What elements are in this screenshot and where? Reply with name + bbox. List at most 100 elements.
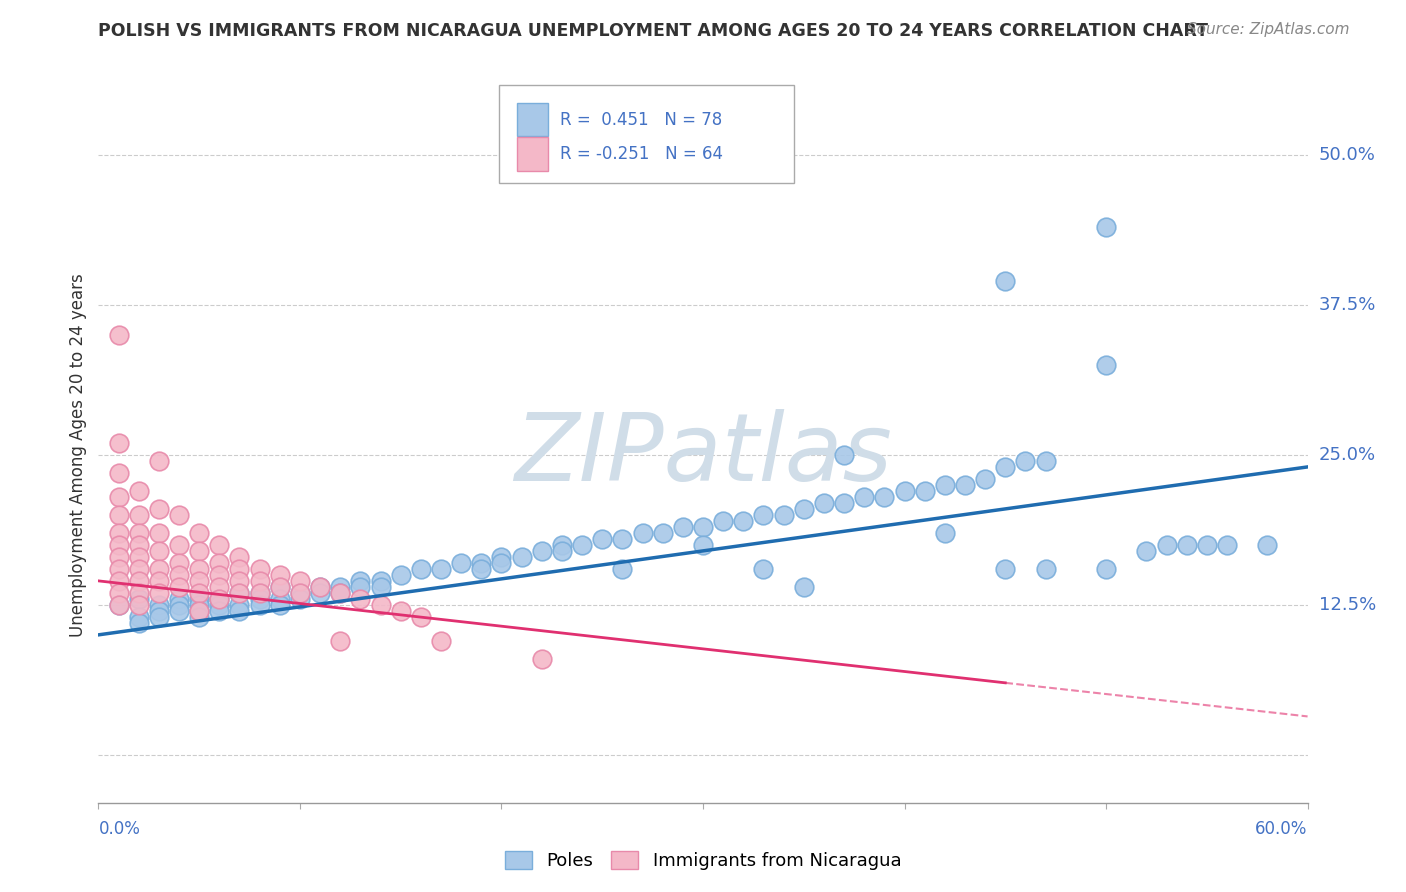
Point bbox=[873, 490, 896, 504]
Point bbox=[167, 598, 190, 612]
Point bbox=[249, 586, 271, 600]
Point bbox=[551, 538, 574, 552]
Point bbox=[249, 598, 271, 612]
Point bbox=[128, 483, 150, 498]
Point bbox=[329, 633, 352, 648]
Point bbox=[208, 591, 231, 606]
Point bbox=[329, 586, 352, 600]
Point bbox=[128, 574, 150, 588]
Point bbox=[208, 538, 231, 552]
Point bbox=[1195, 538, 1218, 552]
Point bbox=[288, 586, 311, 600]
Point bbox=[370, 574, 392, 588]
Point bbox=[128, 508, 150, 522]
Point bbox=[107, 598, 129, 612]
Point bbox=[188, 525, 211, 540]
Point bbox=[228, 586, 250, 600]
Point bbox=[269, 580, 291, 594]
Point bbox=[148, 544, 170, 558]
Point bbox=[188, 591, 211, 606]
Point bbox=[389, 604, 412, 618]
Point bbox=[167, 538, 190, 552]
Point bbox=[228, 549, 250, 564]
Point bbox=[1156, 538, 1178, 552]
Point bbox=[389, 567, 412, 582]
Point bbox=[128, 525, 150, 540]
Point bbox=[934, 478, 956, 492]
Point bbox=[409, 610, 432, 624]
Point bbox=[1095, 358, 1118, 372]
Point bbox=[470, 556, 492, 570]
Point bbox=[148, 454, 170, 468]
Point bbox=[974, 472, 997, 486]
Point bbox=[349, 591, 371, 606]
Text: R = -0.251   N = 64: R = -0.251 N = 64 bbox=[560, 145, 723, 163]
Point bbox=[1216, 538, 1239, 552]
Point bbox=[793, 502, 815, 516]
Text: 12.5%: 12.5% bbox=[1319, 596, 1376, 614]
Point bbox=[107, 549, 129, 564]
Point bbox=[692, 538, 714, 552]
Point bbox=[733, 514, 755, 528]
Point bbox=[128, 562, 150, 576]
Point bbox=[128, 586, 150, 600]
Point bbox=[288, 591, 311, 606]
Point bbox=[249, 574, 271, 588]
Point bbox=[167, 556, 190, 570]
Point bbox=[1135, 544, 1157, 558]
Point bbox=[370, 580, 392, 594]
Point bbox=[591, 532, 613, 546]
Point bbox=[228, 562, 250, 576]
Point bbox=[914, 483, 936, 498]
Point bbox=[994, 274, 1017, 288]
Point bbox=[612, 562, 634, 576]
Point bbox=[228, 586, 250, 600]
Point bbox=[148, 562, 170, 576]
Point bbox=[188, 544, 211, 558]
Point bbox=[1014, 454, 1036, 468]
Point bbox=[329, 580, 352, 594]
Point bbox=[148, 586, 170, 600]
Text: 0.0%: 0.0% bbox=[98, 820, 141, 838]
Point bbox=[167, 591, 190, 606]
Text: Source: ZipAtlas.com: Source: ZipAtlas.com bbox=[1187, 22, 1350, 37]
Point bbox=[853, 490, 876, 504]
Point bbox=[309, 586, 332, 600]
Point bbox=[107, 466, 129, 480]
Point bbox=[491, 549, 513, 564]
Point bbox=[148, 525, 170, 540]
Point bbox=[530, 544, 553, 558]
Point bbox=[994, 562, 1017, 576]
Point bbox=[470, 562, 492, 576]
Point bbox=[269, 598, 291, 612]
Text: 50.0%: 50.0% bbox=[1319, 146, 1375, 164]
Point bbox=[128, 598, 150, 612]
Point bbox=[188, 604, 211, 618]
Point bbox=[994, 459, 1017, 474]
Text: POLISH VS IMMIGRANTS FROM NICARAGUA UNEMPLOYMENT AMONG AGES 20 TO 24 YEARS CORRE: POLISH VS IMMIGRANTS FROM NICARAGUA UNEM… bbox=[98, 22, 1208, 40]
Point bbox=[752, 562, 775, 576]
Point bbox=[167, 580, 190, 594]
Point bbox=[128, 591, 150, 606]
Point bbox=[793, 580, 815, 594]
Point bbox=[450, 556, 472, 570]
Point bbox=[208, 580, 231, 594]
Point bbox=[188, 604, 211, 618]
Point bbox=[107, 328, 129, 343]
Point bbox=[309, 580, 332, 594]
Point bbox=[208, 567, 231, 582]
Point bbox=[1035, 562, 1057, 576]
Point bbox=[107, 598, 129, 612]
Point bbox=[188, 598, 211, 612]
Point bbox=[551, 544, 574, 558]
Point bbox=[269, 580, 291, 594]
Point bbox=[1175, 538, 1198, 552]
Y-axis label: Unemployment Among Ages 20 to 24 years: Unemployment Among Ages 20 to 24 years bbox=[69, 273, 87, 637]
Point bbox=[208, 598, 231, 612]
Text: 60.0%: 60.0% bbox=[1256, 820, 1308, 838]
Point bbox=[128, 615, 150, 630]
Point bbox=[107, 436, 129, 450]
Point bbox=[430, 633, 453, 648]
Point bbox=[249, 591, 271, 606]
Point bbox=[148, 502, 170, 516]
